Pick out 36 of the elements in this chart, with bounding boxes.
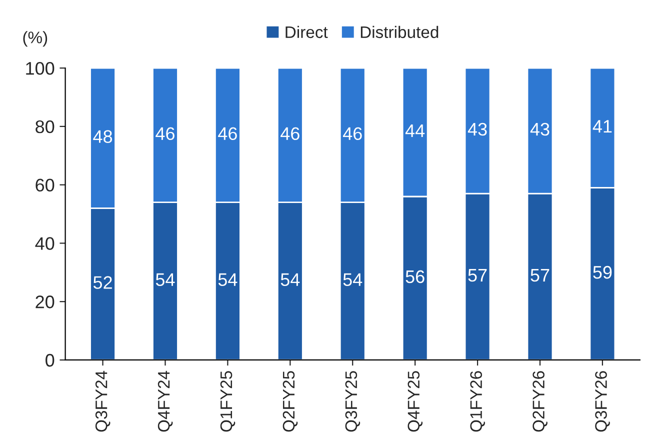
x-tick-label: Q2FY25 <box>282 371 298 432</box>
data-label: 44 <box>405 124 425 137</box>
data-label: 41 <box>592 120 612 133</box>
x-tick-label: Q2FY26 <box>532 371 548 432</box>
data-label: 46 <box>218 127 237 140</box>
data-label: 43 <box>530 122 550 136</box>
data-label: 57 <box>530 269 550 282</box>
y-tick-label: 80 <box>36 120 54 134</box>
x-tick-label: Q3FY26 <box>595 371 610 432</box>
data-label: 43 <box>468 122 487 136</box>
x-tick-label: Q1FY25 <box>220 371 236 432</box>
data-label: 54 <box>280 273 300 286</box>
y-tick-label: 100 <box>26 62 54 75</box>
data-label: 54 <box>343 273 362 286</box>
data-label: 54 <box>218 273 238 286</box>
x-tick-label: Q1FY26 <box>470 371 485 432</box>
data-label: 54 <box>156 273 175 286</box>
y-tick-label: 60 <box>36 178 54 192</box>
data-label: 57 <box>468 269 487 282</box>
x-tick-label: Q4FY25 <box>408 371 423 432</box>
data-label: 52 <box>93 276 112 289</box>
data-label: 46 <box>342 127 362 140</box>
legend-label: Distributed <box>360 26 438 38</box>
data-label: 46 <box>280 127 300 140</box>
y-axis-title: (%) <box>23 31 48 47</box>
y-tick-label: 0 <box>46 354 54 367</box>
x-tick-label: Q3FY25 <box>345 371 360 432</box>
data-label: 59 <box>593 266 612 279</box>
y-tick-label: 20 <box>36 296 54 308</box>
data-label: 48 <box>93 130 112 143</box>
x-tick-label: Q3FY24 <box>95 370 110 432</box>
data-label: 56 <box>406 270 424 284</box>
x-tick-label: Q4FY24 <box>158 370 173 432</box>
legend-label: Direct <box>286 26 328 38</box>
y-tick-label: 40 <box>35 237 54 250</box>
data-label: 46 <box>156 127 174 140</box>
